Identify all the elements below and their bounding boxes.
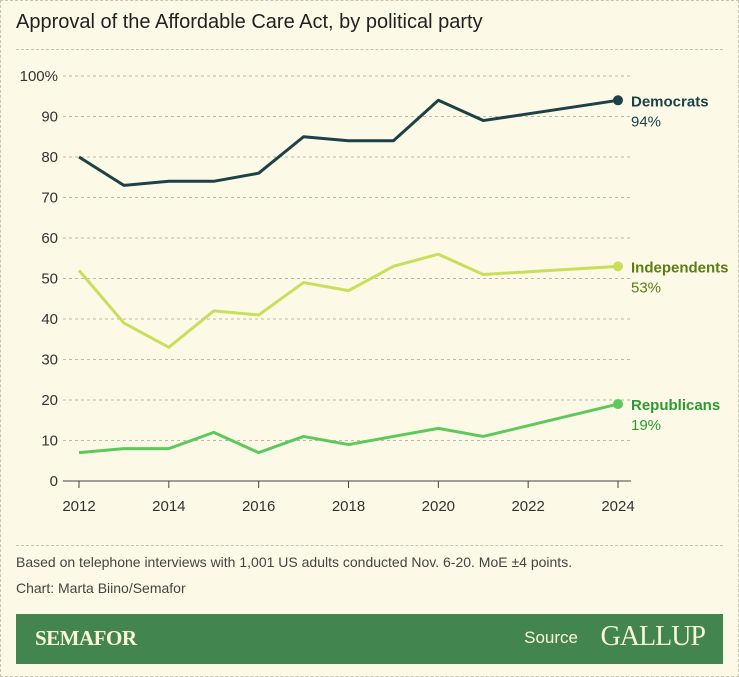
line-chart: 0 10 20 30 40 50 60 70 80 90 100% 2012 2014 2016 2018 2… [20,68,729,515]
x-tick-label: 2012 [62,498,95,515]
y-tick-label: 60 [41,230,58,247]
independents-end-marker [613,261,623,272]
divider [16,545,723,546]
independents-value-label: 53% [631,279,661,296]
y-tick-label: 70 [41,190,58,207]
chart-title: Approval of the Affordable Care Act, by … [16,11,483,33]
methodology-note: Based on telephone interviews with 1,001… [16,554,573,570]
y-tick-label: 40 [41,311,58,328]
y-tick-label: 90 [41,109,58,126]
independents-label: Independents [631,259,729,276]
republicans-line [78,402,619,455]
gallup-logo: GALLUP [600,621,706,652]
chart-credit: Chart: Marta Biino/Semafor [16,580,186,596]
x-tick-label: 2020 [422,498,455,515]
democrats-end-marker [613,95,623,106]
divider [16,49,723,50]
republicans-end-marker [613,399,623,410]
y-tick-label: 20 [41,392,58,409]
semafor-logo: SEMAFOR [35,626,137,650]
source-label: Source [524,628,578,647]
republicans-label: Republicans [631,397,720,414]
y-tick-label: 0 [50,473,58,490]
democrats-line [78,98,619,187]
x-tick-label: 2018 [332,498,365,515]
democrats-label: Democrats [631,93,709,110]
footer-band: SEMAFOR Source GALLUP [16,614,723,664]
x-tick-label: 2016 [242,498,275,515]
x-tick-label: 2024 [601,498,634,515]
x-tick-label: 2022 [511,498,544,515]
republicans-value-label: 19% [631,417,661,434]
y-tick-label: 50 [41,271,58,288]
y-tick-label: 30 [41,352,58,369]
independents-line [77,252,619,349]
y-tick-label: 10 [41,433,58,450]
y-tick-label: 100% [20,68,58,85]
democrats-value-label: 94% [631,113,661,130]
x-tick-label: 2014 [152,498,185,515]
y-tick-label: 80 [41,149,58,166]
